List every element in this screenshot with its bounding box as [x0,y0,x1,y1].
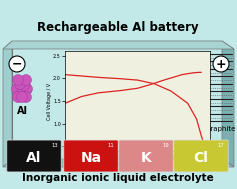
Circle shape [17,91,27,102]
Circle shape [20,91,32,102]
FancyBboxPatch shape [12,41,222,159]
Circle shape [9,56,25,72]
Text: 11: 11 [108,143,115,148]
Text: Na: Na [80,151,102,165]
Text: Al: Al [17,106,27,116]
Circle shape [14,78,26,90]
Polygon shape [3,41,234,49]
Text: −: − [12,57,22,70]
Circle shape [20,74,32,85]
Circle shape [17,88,27,98]
Polygon shape [3,41,12,167]
Polygon shape [3,159,234,167]
Circle shape [13,74,23,85]
Text: Cl: Cl [194,151,208,165]
Circle shape [22,84,32,94]
X-axis label: Capacity / mAh g⁻¹: Capacity / mAh g⁻¹ [114,162,161,167]
Text: Graphite: Graphite [206,126,236,132]
Y-axis label: Cell Voltage / V: Cell Voltage / V [47,82,52,120]
Polygon shape [222,41,234,167]
Text: Rechargeable Al battery: Rechargeable Al battery [37,20,199,33]
Text: 19: 19 [163,143,170,148]
Circle shape [13,91,23,102]
Circle shape [18,80,29,91]
Text: Inorganic ionic liquid electrolyte: Inorganic ionic liquid electrolyte [22,173,214,183]
Text: Al: Al [26,151,42,165]
Text: 13: 13 [51,143,58,148]
Circle shape [12,84,23,94]
Text: 17: 17 [218,143,225,148]
Text: +: + [216,57,226,70]
Text: K: K [141,151,151,165]
Circle shape [213,56,229,72]
